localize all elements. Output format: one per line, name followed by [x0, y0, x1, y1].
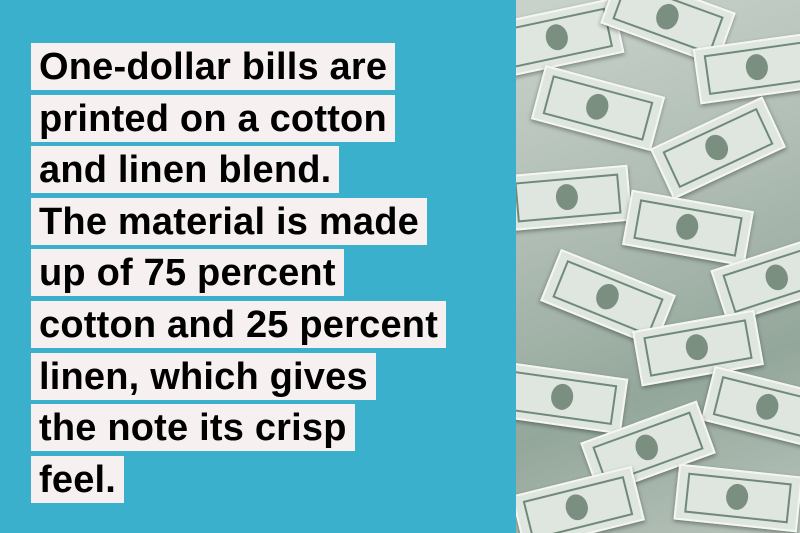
- fact-line: cotton and 25 percent: [31, 300, 447, 348]
- dollar-bills-photo: [516, 0, 800, 533]
- fact-line: One-dollar bills are: [31, 43, 396, 90]
- text-panel: One-dollar bills are printed on a cotton…: [31, 43, 447, 507]
- fact-line: up of 75 percent: [31, 249, 344, 297]
- fact-text: One-dollar bills are printed on a cotton…: [31, 43, 447, 507]
- bill: [530, 64, 666, 152]
- fact-line: printed on a cotton: [31, 94, 395, 142]
- fact-line: and linen blend.: [31, 146, 340, 194]
- bill: [649, 96, 787, 200]
- fact-line: linen, which gives: [31, 352, 376, 400]
- fact-line: The material is made: [31, 197, 427, 245]
- bill: [673, 463, 800, 533]
- fact-line: feel.: [31, 455, 125, 503]
- bill: [516, 164, 633, 232]
- fact-line: the note its crisp: [31, 404, 355, 452]
- bill: [516, 361, 629, 435]
- bill: [701, 365, 800, 451]
- bill: [516, 465, 645, 533]
- bill: [622, 189, 754, 267]
